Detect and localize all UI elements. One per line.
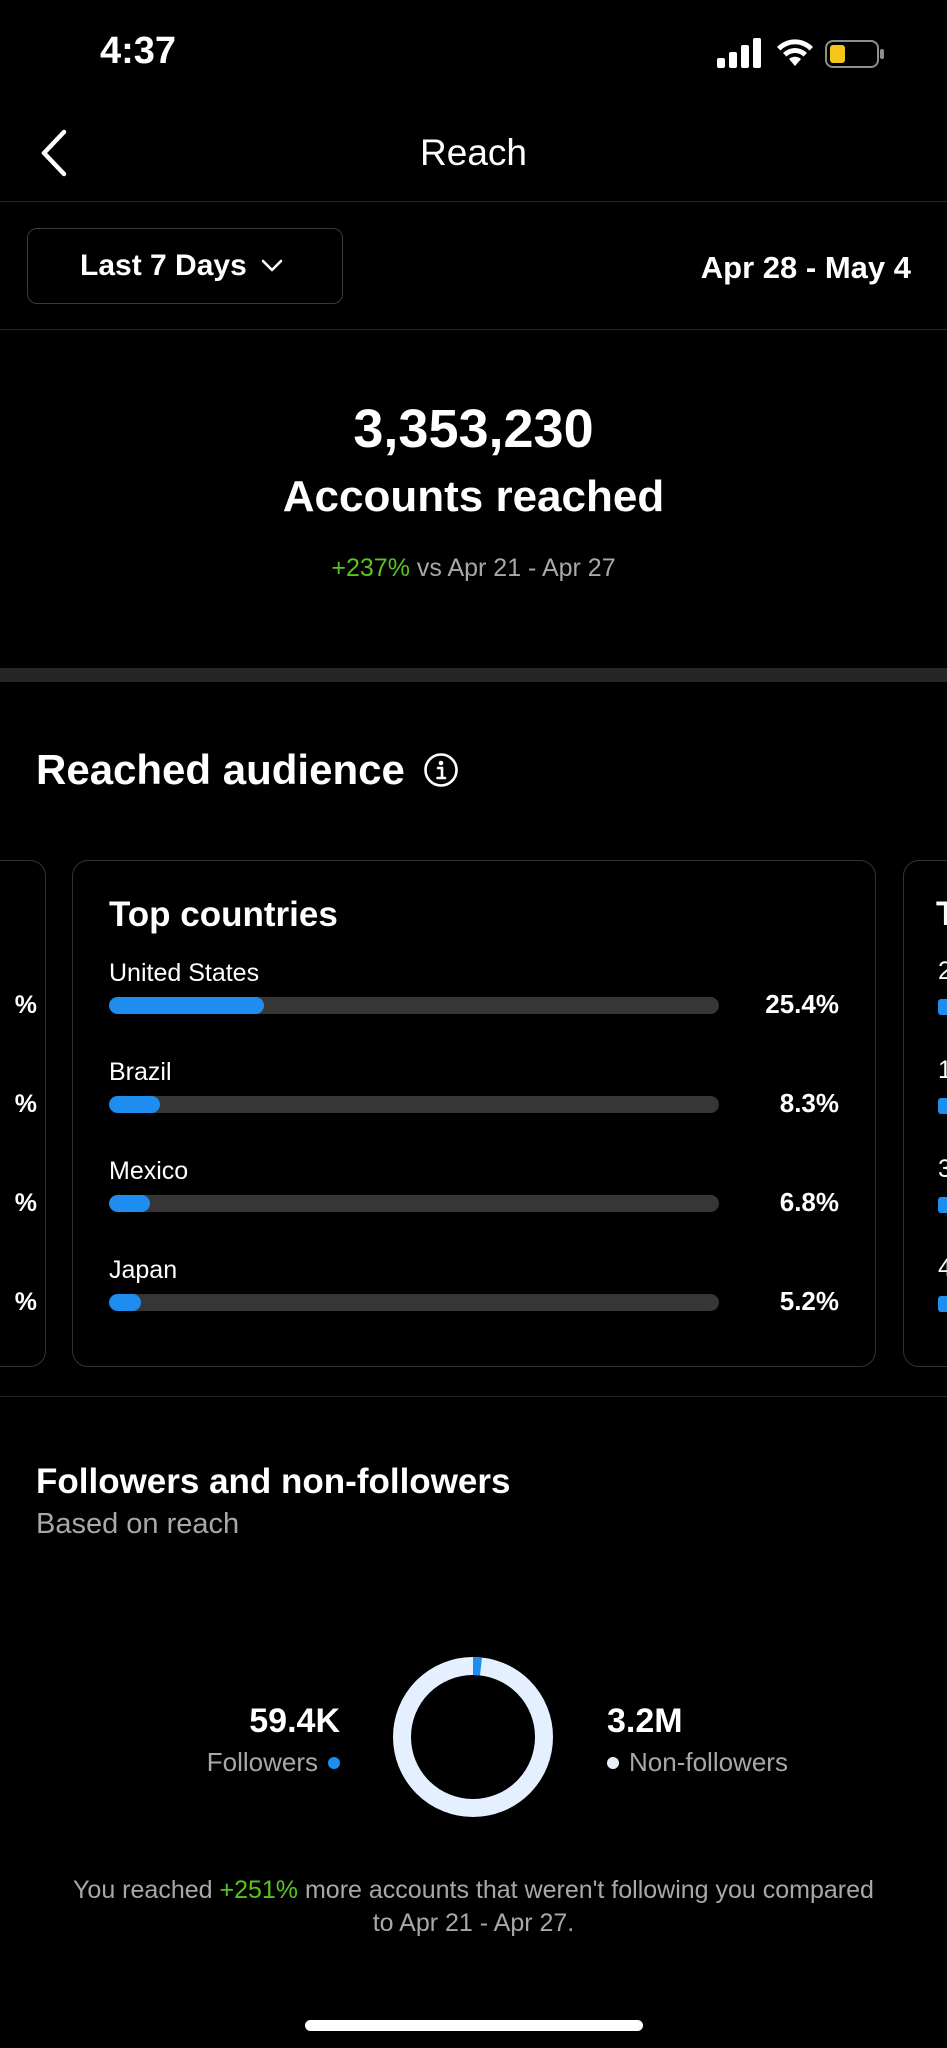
country-bar-fill — [109, 1096, 160, 1113]
donut-non-followers-ring — [393, 1657, 553, 1817]
country-pct: 5.2% — [779, 1286, 839, 1316]
country-bar-fill — [109, 1195, 151, 1212]
country-bar-fill — [109, 1294, 141, 1311]
prev-card-pct: % — [14, 1189, 37, 1217]
back-chevron-icon[interactable] — [36, 128, 70, 178]
non-followers-label: Non-followers — [629, 1747, 788, 1777]
country-bar-track — [109, 1294, 719, 1311]
country-name: Brazil — [109, 1058, 172, 1086]
audience-card-next[interactable]: T 2 1 3 4 — [903, 860, 947, 1367]
country-name: Japan — [109, 1256, 178, 1284]
non-followers-stat: 3.2M Non-followers — [607, 1702, 788, 1778]
next-card-bar — [938, 1098, 947, 1114]
next-card-num: 1 — [938, 1056, 947, 1085]
reach-summary: 3,353,230 Accounts reached +237% vs Apr … — [0, 330, 947, 670]
note-prefix: You reached — [73, 1876, 220, 1904]
nav-bar: Reach — [0, 110, 947, 202]
page-title: Reach — [420, 132, 527, 173]
non-followers-value: 3.2M — [607, 1702, 683, 1740]
section-divider — [0, 668, 947, 682]
next-card-title-peek: T — [936, 895, 947, 934]
prev-card-pct: % — [14, 991, 37, 1019]
note-pct: +251% — [219, 1876, 299, 1904]
country-row: Brazil 8.3% — [109, 1058, 839, 1128]
next-card-bar — [938, 1296, 947, 1312]
home-indicator[interactable] — [305, 2020, 643, 2031]
country-pct: 6.8% — [779, 1187, 839, 1217]
date-range-dropdown-label: Last 7 Days — [80, 249, 247, 282]
non-followers-legend-dot — [607, 1756, 619, 1769]
followers-section-subtitle: Based on reach — [36, 1508, 240, 1540]
reached-audience-title: Reached audience — [36, 746, 405, 793]
reach-change-pct: +237% — [331, 554, 410, 582]
country-name: United States — [109, 959, 260, 987]
followers-legend-dot — [328, 1756, 340, 1769]
filter-row: Last 7 Days Apr 28 - May 4 — [0, 202, 947, 330]
date-range-text: Apr 28 - May 4 — [700, 250, 911, 285]
next-card-num: 4 — [938, 1254, 947, 1283]
country-bar-fill — [109, 997, 264, 1014]
prev-card-pct: % — [14, 1288, 37, 1316]
section-divider-thin — [0, 1396, 947, 1397]
followers-label: Followers — [206, 1747, 318, 1777]
info-icon[interactable] — [423, 752, 459, 788]
followers-value: 59.4K — [249, 1702, 340, 1740]
followers-footer-note: You reached +251% more accounts that wer… — [60, 1874, 887, 1940]
followers-legend: Followers — [207, 1747, 340, 1778]
wifi-icon — [777, 39, 813, 66]
reach-change-line: +237% vs Apr 21 - Apr 27 — [0, 554, 947, 583]
next-card-num: 3 — [938, 1155, 947, 1184]
reach-compare-text: vs Apr 21 - Apr 27 — [409, 554, 616, 582]
country-pct: 8.3% — [779, 1088, 839, 1118]
top-countries-card[interactable]: Top countries United States 25.4% Brazil… — [72, 860, 876, 1367]
status-bar: 4:37 — [0, 0, 947, 110]
note-suffix: more accounts that weren't following you… — [298, 1876, 874, 1937]
followers-stat: 59.4K Followers — [207, 1702, 340, 1778]
status-time: 4:37 — [100, 30, 177, 72]
next-card-num: 2 — [938, 957, 947, 986]
audience-card-previous[interactable]: % % % % — [0, 860, 46, 1367]
date-range-dropdown[interactable]: Last 7 Days — [27, 228, 343, 304]
country-bar-track — [109, 997, 719, 1014]
non-followers-legend: Non-followers — [607, 1747, 788, 1778]
reached-audience-heading: Reached audience — [36, 746, 459, 794]
country-row: Mexico 6.8% — [109, 1157, 839, 1227]
top-countries-title: Top countries — [109, 895, 338, 934]
followers-section-title: Followers and non-followers — [36, 1462, 511, 1501]
battery-icon — [825, 40, 884, 68]
country-name: Mexico — [109, 1157, 189, 1185]
prev-card-pct: % — [14, 1090, 37, 1118]
country-bar-track — [109, 1096, 719, 1113]
country-row: United States 25.4% — [109, 959, 839, 1029]
country-row: Japan 5.2% — [109, 1256, 839, 1326]
accounts-reached-label: Accounts reached — [282, 472, 665, 521]
country-pct: 25.4% — [765, 989, 839, 1019]
country-bar-track — [109, 1195, 719, 1212]
chevron-down-icon — [261, 259, 283, 272]
accounts-reached-value: 3,353,230 — [353, 399, 594, 459]
followers-donut-chart — [393, 1657, 553, 1817]
next-card-bar — [938, 999, 947, 1015]
cellular-signal-icon — [717, 38, 761, 68]
next-card-bar — [938, 1197, 947, 1213]
donut-followers-arc — [393, 1657, 553, 1817]
